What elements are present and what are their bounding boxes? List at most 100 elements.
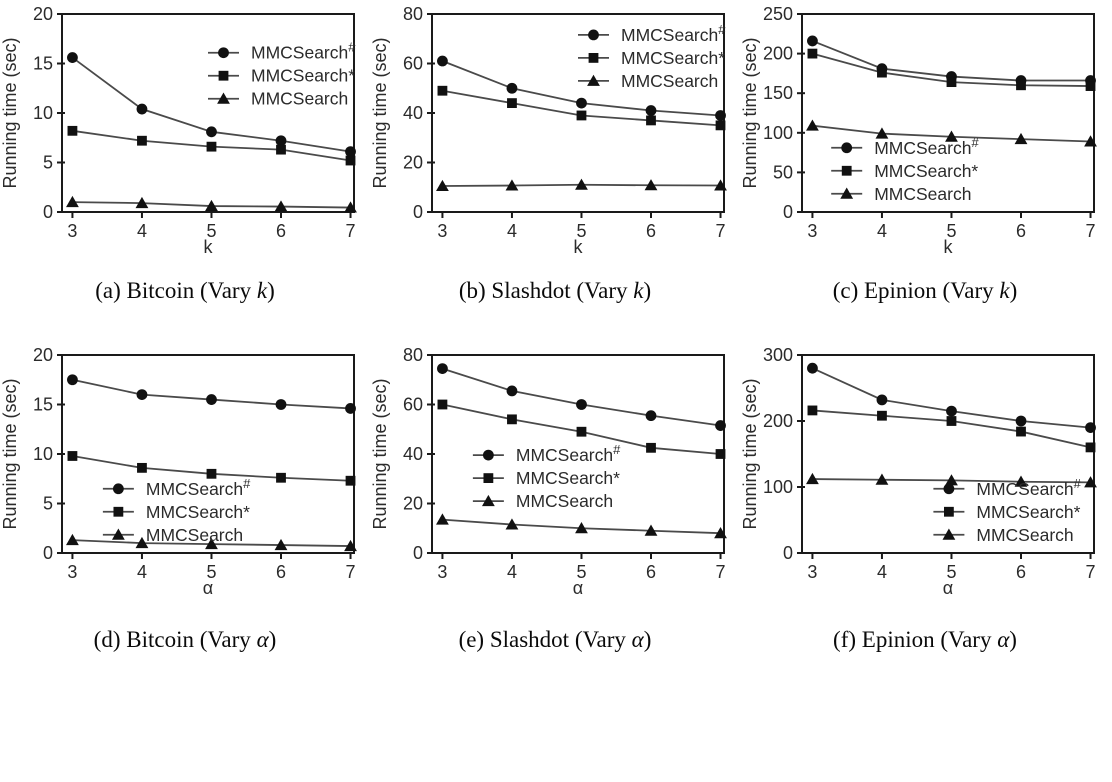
svg-text:MMCSearch*: MMCSearch* — [251, 66, 355, 86]
y-axis: 0 100 200 300 — [763, 345, 805, 563]
subcaption-a-var: k — [256, 278, 268, 303]
svg-text:80: 80 — [403, 4, 423, 24]
y-axis: 0 50 100 150 200 250 — [763, 4, 805, 222]
svg-text:4: 4 — [507, 221, 517, 241]
y-axis-label: Running time (sec) — [370, 37, 390, 188]
chart-bitcoin-vary-k: 0 5 10 15 20 3 4 5 6 7 k Running time (sec) MMCSearc… — [0, 4, 370, 256]
svg-text:40: 40 — [403, 103, 423, 123]
plot-border — [801, 13, 1095, 213]
svg-text:3: 3 — [67, 221, 77, 241]
svg-text:MMCSearch: MMCSearch — [621, 71, 718, 91]
x-axis: 3 4 5 6 7 — [437, 212, 726, 241]
legend: MMCSearch# MMCSearch* MMCSearch — [933, 476, 1082, 545]
subcaption-c-close: ) — [1009, 278, 1018, 303]
svg-text:5: 5 — [206, 221, 216, 241]
svg-text:200: 200 — [763, 44, 793, 64]
subcaption-d-var: α — [256, 627, 269, 652]
series-circle — [807, 362, 1096, 433]
svg-text:60: 60 — [403, 395, 423, 415]
svg-text:0: 0 — [43, 543, 53, 563]
svg-text:MMCSearch*: MMCSearch* — [516, 468, 620, 488]
chart-svg-c: 0 50 100 150 200 250 3 4 5 6 7 k Running time (sec) M… — [740, 4, 1097, 256]
series-square — [67, 125, 356, 166]
svg-text:MMCSearch: MMCSearch — [874, 184, 971, 204]
svg-text:40: 40 — [403, 444, 423, 464]
svg-text:6: 6 — [646, 562, 656, 582]
svg-text:7: 7 — [716, 221, 726, 241]
plot-border — [801, 354, 1095, 554]
charts-row-vary-k: 0 5 10 15 20 3 4 5 6 7 k Running time (sec) MMCSearc… — [0, 4, 1112, 256]
series-circle — [437, 363, 726, 431]
series-circle — [437, 55, 726, 121]
svg-text:MMCSearch*: MMCSearch* — [976, 502, 1080, 522]
series-triangle — [806, 472, 1097, 488]
subcaption-f: (f) Epinion (Vary α) — [740, 627, 1110, 657]
svg-text:4: 4 — [877, 562, 887, 582]
charts-row-vary-alpha: 0 5 10 15 20 3 4 5 6 7 α Running time (sec) MMCSearc… — [0, 345, 1112, 597]
svg-text:4: 4 — [877, 221, 887, 241]
svg-text:MMCSearch#: MMCSearch# — [146, 476, 251, 499]
subcaption-c: (c) Epinion (Vary k) — [740, 278, 1110, 308]
y-axis-label: Running time (sec) — [740, 378, 760, 529]
subcaption-e: (e) Slashdot (Vary α) — [370, 627, 740, 657]
svg-text:5: 5 — [576, 562, 586, 582]
svg-text:3: 3 — [437, 221, 447, 241]
x-axis: 3 4 5 6 7 — [67, 212, 356, 241]
x-axis-label: α — [203, 578, 213, 597]
chart-slashdot-vary-alpha: 0 20 40 60 80 3 4 5 6 7 α Running time (sec) MMCSear… — [370, 345, 740, 597]
plot-border — [61, 354, 355, 554]
chart-bitcoin-vary-alpha: 0 5 10 15 20 3 4 5 6 7 α Running time (sec) MMCSearc… — [0, 345, 370, 597]
svg-text:50: 50 — [773, 162, 793, 182]
svg-text:300: 300 — [763, 345, 793, 365]
x-axis-label: k — [204, 237, 214, 256]
figure-caption-line1: Figure 4: Running time of compared algor… — [2, 775, 1112, 782]
chart-svg-d: 0 5 10 15 20 3 4 5 6 7 α Running time (sec) MMCSearc… — [0, 345, 357, 597]
svg-text:20: 20 — [403, 153, 423, 173]
svg-text:MMCSearch: MMCSearch — [976, 525, 1073, 545]
subcaption-c-text: (c) Epinion (Vary — [832, 278, 1000, 303]
legend: MMCSearch# MMCSearch* MMCSearch — [578, 22, 726, 91]
svg-text:0: 0 — [783, 202, 793, 222]
subcaptions-row-vary-k: (a) Bitcoin (Vary k) (b) Slashdot (Vary … — [0, 278, 1112, 308]
subcaption-d: (d) Bitcoin (Vary α) — [0, 627, 370, 657]
svg-text:6: 6 — [646, 221, 656, 241]
svg-text:3: 3 — [807, 562, 817, 582]
legend: MMCSearch# MMCSearch* MMCSearch — [831, 135, 979, 204]
svg-text:4: 4 — [507, 562, 517, 582]
x-axis-label: α — [573, 578, 583, 597]
chart-svg-e: 0 20 40 60 80 3 4 5 6 7 α Running time (sec) MMCSear… — [370, 345, 727, 597]
svg-text:6: 6 — [276, 562, 286, 582]
x-axis: 3 4 5 6 7 — [67, 553, 356, 582]
y-axis: 0 5 10 15 20 — [33, 345, 65, 563]
subcaption-e-var: α — [631, 627, 644, 652]
svg-text:100: 100 — [763, 477, 793, 497]
series-square — [807, 405, 1096, 453]
x-axis: 3 4 5 6 7 — [807, 212, 1096, 241]
y-axis: 0 5 10 15 20 — [33, 4, 65, 222]
subcaption-f-var: α — [997, 627, 1010, 652]
svg-text:MMCSearch: MMCSearch — [146, 525, 243, 545]
subcaption-e-close: ) — [643, 627, 652, 652]
x-axis-label: α — [943, 578, 953, 597]
svg-text:10: 10 — [33, 103, 53, 123]
legend: MMCSearch# MMCSearch* MMCSearch — [102, 476, 251, 545]
svg-text:0: 0 — [413, 202, 423, 222]
series-circle — [67, 374, 356, 414]
subcaption-b: (b) Slashdot (Vary k) — [370, 278, 740, 308]
x-axis-label: k — [944, 237, 954, 256]
svg-text:20: 20 — [33, 345, 53, 365]
figure-caption: Figure 4: Running time of compared algor… — [0, 685, 1112, 782]
chart-svg-b: 0 20 40 60 80 3 4 5 6 7 k Running time (sec) MMCSear… — [370, 4, 727, 256]
subcaption-d-close: ) — [268, 627, 277, 652]
svg-text:MMCSearch: MMCSearch — [516, 491, 613, 511]
svg-text:10: 10 — [33, 444, 53, 464]
series-triangle — [66, 533, 357, 552]
svg-text:7: 7 — [346, 221, 356, 241]
svg-text:4: 4 — [137, 221, 147, 241]
subcaption-d-text: (d) Bitcoin (Vary — [93, 627, 257, 652]
subcaption-b-var: k — [633, 278, 644, 303]
svg-text:200: 200 — [763, 411, 793, 431]
svg-text:7: 7 — [1086, 562, 1096, 582]
y-axis-label: Running time (sec) — [740, 37, 760, 188]
series-triangle — [436, 178, 727, 192]
